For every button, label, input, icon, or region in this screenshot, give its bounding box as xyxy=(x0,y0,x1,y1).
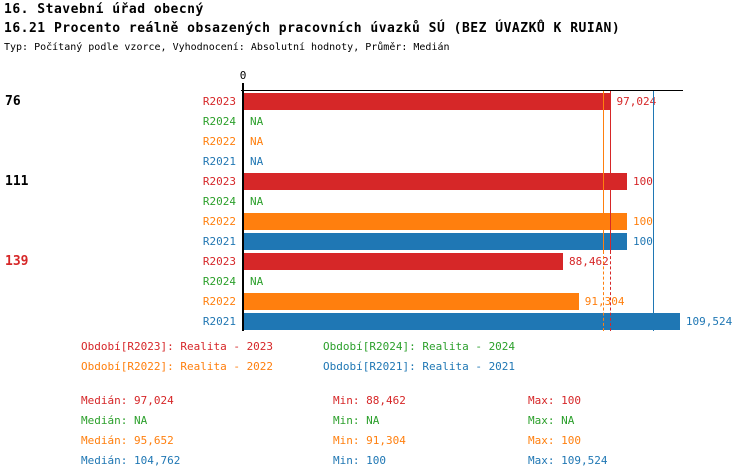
bar-R2021-111 xyxy=(244,233,627,250)
bar-value-label: 100 xyxy=(633,175,653,188)
series-label: R2021 xyxy=(202,155,236,168)
bar-R2023-139 xyxy=(244,253,563,270)
x-axis-line xyxy=(241,90,683,91)
stat-max-R2023: Max: 100 xyxy=(528,394,581,407)
bar-value-label: 109,524 xyxy=(685,315,733,328)
indicator-meta: Typ: Počítaný podle vzorce, Vyhodnocení:… xyxy=(4,42,450,53)
indicator-subtitle: 16.21 Procento reálně obsazených pracovn… xyxy=(4,21,621,36)
group-label-111: 111 xyxy=(5,174,29,189)
series-label: R2021 xyxy=(202,315,236,328)
median-line-R2023 xyxy=(610,91,611,251)
stat-max-R2024: Max: NA xyxy=(528,414,575,427)
series-label: R2022 xyxy=(202,295,236,308)
series-label: R2024 xyxy=(202,275,236,288)
bar-R2022-111 xyxy=(244,213,627,230)
median-line-R2021 xyxy=(653,91,654,331)
bar-value-label: 100 xyxy=(633,235,653,248)
stat-median-R2024: Medián: NA xyxy=(81,414,148,427)
stat-max-R2022: Max: 100 xyxy=(528,434,581,447)
median-line-R2023-dashed xyxy=(610,251,611,331)
group-label-139: 139 xyxy=(5,254,29,269)
series-label: R2024 xyxy=(202,115,236,128)
stat-median-R2021: Medián: 104,762 xyxy=(81,454,181,467)
legend-item-R2023: Období[R2023]: Realita - 2023 xyxy=(81,340,274,353)
legend-item-R2021: Období[R2021]: Realita - 2021 xyxy=(323,360,516,373)
stat-median-R2023: Medián: 97,024 xyxy=(81,394,174,407)
bar-na-label: NA xyxy=(250,275,264,288)
stat-min-R2024: Min: NA xyxy=(333,414,380,427)
bar-R2021-139 xyxy=(244,313,680,330)
series-label: R2023 xyxy=(202,95,236,108)
series-label: R2024 xyxy=(202,195,236,208)
group-label-76: 76 xyxy=(5,94,21,109)
stat-max-R2021: Max: 109,524 xyxy=(528,454,608,467)
bar-R2023-111 xyxy=(244,173,627,190)
bar-na-label: NA xyxy=(250,135,264,148)
series-label: R2021 xyxy=(202,235,236,248)
bar-na-label: NA xyxy=(250,155,264,168)
series-label: R2023 xyxy=(202,175,236,188)
series-label: R2023 xyxy=(202,255,236,268)
bar-value-label: 91,304 xyxy=(584,295,625,308)
page-title: 16. Stavební úřad obecný xyxy=(4,2,204,17)
stat-min-R2022: Min: 91,304 xyxy=(333,434,406,447)
bar-na-label: NA xyxy=(250,195,264,208)
axis-origin-label: 0 xyxy=(239,69,247,82)
series-label: R2022 xyxy=(202,215,236,228)
median-line-R2022 xyxy=(603,91,604,251)
bar-na-label: NA xyxy=(250,115,264,128)
bar-value-label: 100 xyxy=(633,215,653,228)
stat-min-R2023: Min: 88,462 xyxy=(333,394,406,407)
bar-R2023-76 xyxy=(244,93,611,110)
bar-value-label: 88,462 xyxy=(568,255,609,268)
series-label: R2022 xyxy=(202,135,236,148)
stat-min-R2021: Min: 100 xyxy=(333,454,386,467)
y-axis-line xyxy=(242,83,244,331)
median-line-R2022-dashed xyxy=(603,251,604,331)
legend-item-R2024: Období[R2024]: Realita - 2024 xyxy=(323,340,516,353)
bar-R2022-139 xyxy=(244,293,579,310)
bar-value-label: 97,024 xyxy=(616,95,657,108)
legend-item-R2022: Období[R2022]: Realita - 2022 xyxy=(81,360,274,373)
stat-median-R2022: Medián: 95,652 xyxy=(81,434,174,447)
